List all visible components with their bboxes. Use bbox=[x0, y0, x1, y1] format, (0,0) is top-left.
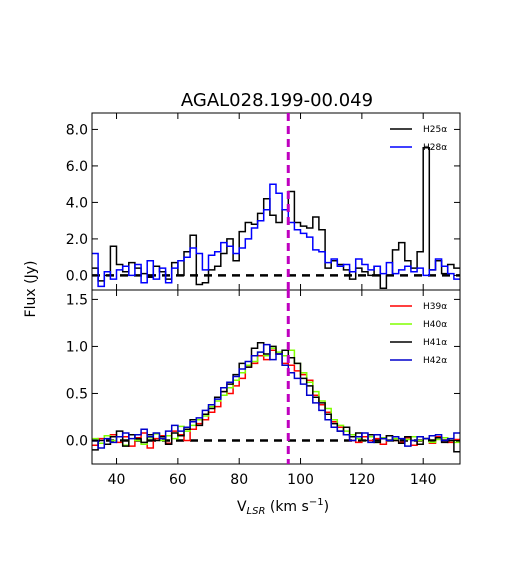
y-tick-label: 0.0 bbox=[66, 268, 88, 284]
x-tick-label: 80 bbox=[230, 472, 248, 488]
legend-label: H28α bbox=[423, 143, 447, 153]
y-axis-label: Flux (Jy) bbox=[23, 261, 39, 318]
series-line-bottom-2 bbox=[92, 341, 460, 453]
bottom-panel: 0.0 0.5 1.0 1.5 H39α H40α H41α H42α bbox=[66, 289, 461, 465]
y-tick-label: 4.0 bbox=[66, 195, 88, 211]
y-tick-label: 2.0 bbox=[66, 232, 88, 248]
x-tick-labels: 40 60 80 100 120 140 bbox=[108, 472, 437, 488]
x-axis-label-main: V bbox=[237, 499, 247, 515]
y-tick-label: 0.5 bbox=[66, 386, 88, 402]
y-tick-label: 0.0 bbox=[66, 433, 88, 449]
legend-label: H41α bbox=[423, 338, 447, 348]
x-axis-label-close: ) bbox=[324, 499, 329, 515]
x-axis-label: VLSR (km s−1) bbox=[237, 497, 329, 517]
x-tick-label: 100 bbox=[287, 472, 314, 488]
y-tick-label: 1.5 bbox=[66, 292, 88, 308]
x-axis-label-subscript: LSR bbox=[247, 506, 266, 517]
legend-label: H40α bbox=[423, 320, 447, 330]
legend-label: H42α bbox=[423, 356, 447, 366]
x-tick-label: 40 bbox=[108, 472, 126, 488]
x-tick-label: 120 bbox=[348, 472, 375, 488]
y-tick-label: 8.0 bbox=[66, 122, 88, 138]
x-axis-label-exponent: −1 bbox=[309, 497, 324, 508]
series-line-bottom-3 bbox=[92, 343, 460, 449]
x-tick-label: 60 bbox=[169, 472, 187, 488]
legend-label: H25α bbox=[423, 125, 447, 135]
top-panel: 0.0 2.0 4.0 6.0 8.0 H25α H28α bbox=[66, 112, 461, 291]
series-line-top-1 bbox=[92, 183, 460, 288]
x-axis-label-units: (km s bbox=[265, 499, 308, 515]
x-tick-label: 140 bbox=[410, 472, 437, 488]
legend-label: H39α bbox=[423, 302, 447, 312]
axes-frame-bottom bbox=[91, 289, 461, 465]
chart-title: AGAL028.199-00.049 bbox=[181, 90, 373, 111]
y-tick-label: 1.0 bbox=[66, 339, 88, 355]
y-tick-label: 6.0 bbox=[66, 159, 88, 175]
